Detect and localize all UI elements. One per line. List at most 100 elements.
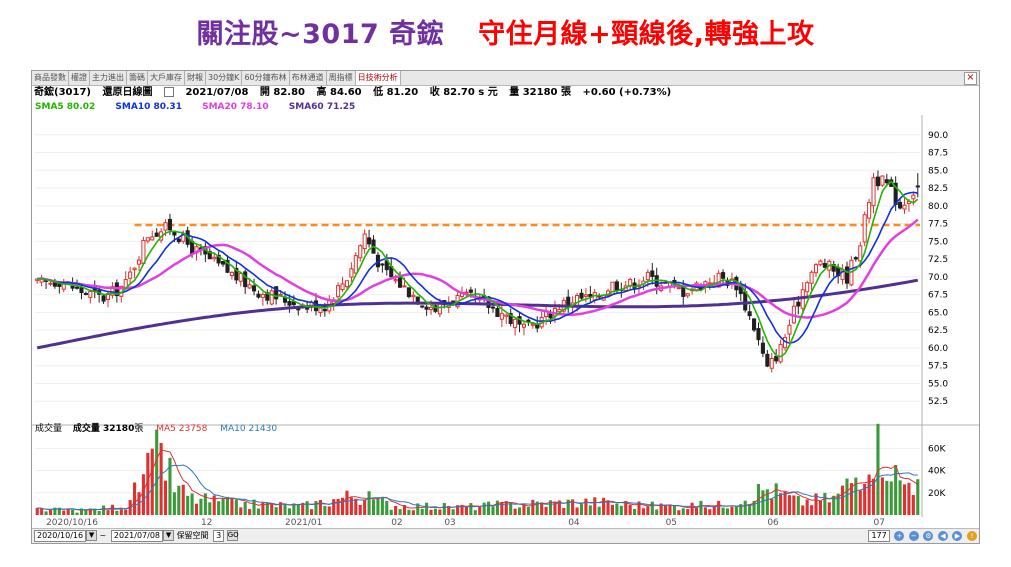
volume-bar — [739, 504, 743, 515]
price-tick-label: 80.0 — [928, 202, 948, 212]
candle-body — [468, 289, 473, 293]
tab-4[interactable]: 大戶庫存 — [148, 71, 185, 85]
volume-bar — [265, 502, 269, 515]
volume-bar — [553, 501, 557, 515]
price-tick-label: 52.5 — [928, 397, 948, 407]
volume-bar — [548, 500, 553, 515]
zoom-in-icon[interactable]: + — [894, 530, 905, 541]
candle-body — [521, 323, 527, 328]
candle-body — [760, 342, 765, 354]
volume-bar — [849, 483, 853, 515]
candle-body — [238, 273, 243, 282]
volume-bar — [588, 505, 592, 515]
volume-bar — [119, 509, 123, 515]
volume-bar — [252, 499, 256, 515]
candle-body — [818, 260, 823, 266]
volume-bar — [845, 478, 849, 515]
volume-bar — [385, 500, 389, 515]
tab-5[interactable]: 財報 — [185, 71, 206, 85]
candle-body — [269, 290, 274, 305]
chart-window: 商品發數 權證 主力進出 籌碼 大戶庫存 財報 30分鐘K 60分鐘布林 布林通道 周指標 日技術分… — [31, 70, 980, 544]
candle-body — [101, 295, 106, 302]
scroll-right-icon[interactable]: ▶ — [952, 530, 963, 541]
tab-9[interactable]: 周指標 — [327, 71, 356, 85]
scroll-left-icon[interactable]: ◀ — [937, 530, 948, 541]
go-button[interactable]: GO — [226, 530, 239, 541]
volume-bar — [902, 484, 907, 515]
volume-bar — [442, 503, 446, 515]
price-tick-label: 55.0 — [928, 379, 948, 389]
settings-icon[interactable]: ⚙ — [923, 530, 934, 541]
candle-body — [513, 318, 518, 328]
end-date-dropdown-icon[interactable]: ▼ — [163, 530, 175, 541]
candle-body — [229, 271, 234, 277]
tab-3[interactable]: 籌碼 — [127, 71, 148, 85]
close-icon[interactable]: × — [964, 72, 977, 85]
tab-2[interactable]: 主力進出 — [90, 71, 127, 85]
candle-body — [676, 287, 681, 290]
tab-10[interactable]: 日技術分析 — [355, 71, 401, 85]
volume-bar — [429, 509, 433, 515]
volume-bar — [146, 452, 150, 515]
volume-bar — [748, 504, 752, 515]
price-volume-chart: 90.0 87.5 85.0 82.5 80.0 77.5 75.0 72.5 70.0 67.5… — [32, 115, 979, 527]
candle-body — [858, 245, 863, 262]
end-date-field[interactable]: 2021/07/08 — [110, 529, 164, 542]
volume-bar — [376, 497, 380, 515]
candle-body — [353, 255, 358, 274]
volume-bar — [230, 497, 234, 515]
keep-space-field[interactable]: 3 — [213, 529, 225, 542]
tab-0[interactable]: 商品發數 — [32, 71, 69, 85]
candle-body — [884, 179, 889, 184]
tab-1[interactable]: 權證 — [69, 71, 90, 85]
tab-7[interactable]: 60分鐘布林 — [242, 71, 290, 85]
start-date-dropdown-icon[interactable]: ▼ — [86, 530, 98, 541]
volume-bar — [774, 483, 778, 515]
x-tick-label: 2021/01 — [285, 518, 322, 527]
tab-8[interactable]: 布林通道 — [290, 71, 327, 85]
volume-bar — [133, 482, 137, 515]
quote-date: 2021/07/08 — [185, 87, 249, 98]
volume-bar — [703, 507, 707, 515]
headline: 關注股~3017 奇鋐 守住月線+頸線後,轉強上攻 — [0, 12, 1011, 51]
sma5-line — [37, 180, 919, 358]
volume-bar — [562, 508, 566, 515]
candle-body — [486, 296, 491, 308]
candle-body — [167, 218, 173, 231]
volume-bar — [425, 502, 429, 515]
headline-comment: 守住月線+頸線後,轉強上攻 — [478, 19, 815, 50]
volume-bar — [35, 508, 39, 515]
volume-bar — [836, 493, 840, 515]
zoom-out-icon[interactable]: − — [908, 530, 919, 541]
volume-bar — [318, 499, 322, 515]
volume-bar — [779, 493, 783, 515]
candle-body — [411, 294, 416, 298]
candle-body — [490, 306, 496, 309]
bar-count-field[interactable]: 177 — [868, 529, 890, 542]
quote-info-bar: 奇鋐(3017) 還原日線圖 2021/07/08 開 82.80 高 84.6… — [32, 86, 979, 100]
candle-body — [530, 323, 535, 326]
volume-bar — [677, 510, 681, 515]
x-tick-label: 2020/10/16 — [46, 518, 98, 527]
volume-bar — [380, 498, 384, 515]
candle-body — [402, 285, 407, 288]
volume-bar — [619, 505, 623, 515]
candle-body — [141, 239, 146, 265]
candle-body — [813, 264, 819, 274]
volume-bar — [624, 500, 628, 515]
quote-close: 收 82.70 s 元 — [429, 87, 498, 98]
volume-bar — [725, 508, 730, 515]
x-tick-label: 02 — [391, 518, 402, 527]
sma10-line — [37, 191, 918, 344]
volume-bar — [672, 505, 676, 515]
mode-checkbox[interactable] — [163, 87, 174, 97]
volume-bar — [894, 464, 898, 515]
volume-bar — [659, 503, 663, 515]
candle-body — [752, 318, 757, 331]
candle-body — [822, 263, 827, 268]
tab-6[interactable]: 30分鐘K — [206, 71, 243, 85]
volume-bar — [752, 500, 756, 515]
start-date-field[interactable]: 2020/10/16 — [34, 529, 87, 542]
alert-icon[interactable]: ! — [967, 530, 977, 541]
volume-bar — [571, 499, 575, 515]
